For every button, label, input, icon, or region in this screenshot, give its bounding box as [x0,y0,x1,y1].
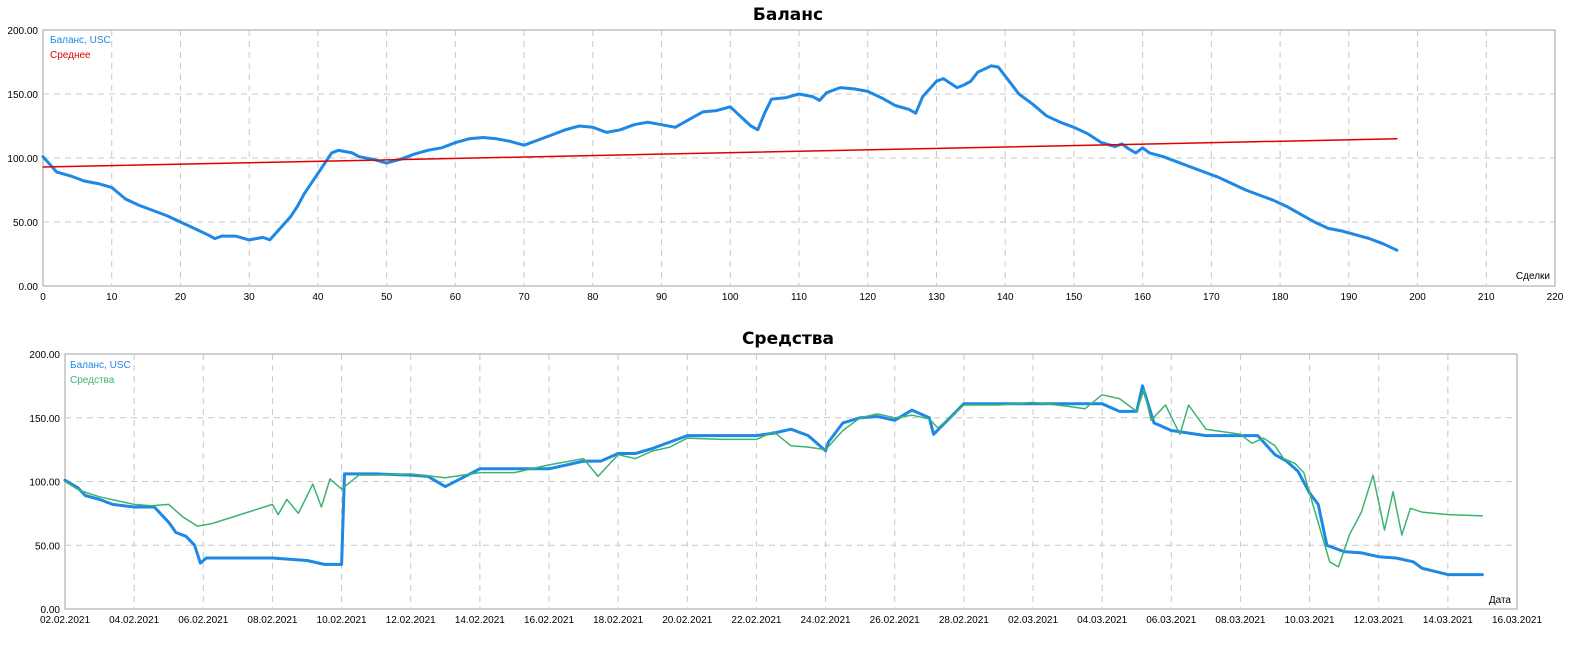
x-tick-label: 06.03.2021 [1146,615,1196,626]
x-tick-label: 90 [656,292,668,303]
x-tick-label: 16.02.2021 [524,615,574,626]
legend-balance-usc: Баланс, USC [50,35,111,46]
x-tick-label: 02.03.2021 [1008,615,1058,626]
x-tick-label: 02.02.2021 [40,615,90,626]
x-tick-label: 20.02.2021 [662,615,712,626]
equity-grid [65,354,1517,609]
balance-series [41,64,1399,252]
x-tick-label: 160 [1134,292,1151,303]
y-tick-label: 0.00 [19,282,39,293]
y-tick-label: 0.00 [41,605,61,616]
x-tick-label: 40 [312,292,324,303]
series-line-0 [63,384,1484,577]
x-tick-label: 24.02.2021 [801,615,851,626]
x-tick-label: 08.03.2021 [1215,615,1265,626]
x-tick-label: 50 [381,292,393,303]
x-tick-label: 28.02.2021 [939,615,989,626]
x-tick-label: 18.02.2021 [593,615,643,626]
x-tick-label: 130 [928,292,945,303]
x-tick-label: 04.03.2021 [1077,615,1127,626]
equity-series [63,384,1484,577]
balance-chart: Баланс 0 10 20 30 40 50 60 70 80 90 100 110 120 130 14… [7,5,1563,303]
balance-x-axis-label: Сделки [1516,271,1550,282]
x-tick-label: 04.02.2021 [109,615,159,626]
x-tick-label: 10 [106,292,118,303]
x-tick-label: 0 [40,292,46,303]
balance-x-ticks: 0 10 20 30 40 50 60 70 80 90 100 110 120 130 140 150 160… [40,292,1564,303]
x-tick-label: 180 [1272,292,1289,303]
x-tick-label: 60 [450,292,462,303]
x-tick-label: 20 [175,292,187,303]
balance-chart-title: Баланс [753,5,823,25]
x-tick-label: 200 [1409,292,1426,303]
x-tick-label: 110 [791,292,807,303]
equity-chart: Средства 02.02.2021 04.02.2021 06.02.2021 0… [29,329,1542,626]
x-tick-label: 220 [1547,292,1564,303]
x-tick-label: 26.02.2021 [870,615,920,626]
y-tick-label: 200.00 [7,26,38,37]
balance-grid [43,30,1555,286]
equity-x-ticks: 02.02.2021 04.02.2021 06.02.2021 08.02.2021… [40,615,1542,626]
series-line-0 [41,64,1399,252]
x-tick-label: 14.02.2021 [455,615,505,626]
x-tick-label: 06.02.2021 [178,615,228,626]
equity-chart-title: Средства [742,329,834,349]
x-tick-label: 12.02.2021 [386,615,436,626]
x-tick-label: 30 [244,292,256,303]
x-tick-label: 170 [1203,292,1220,303]
x-tick-label: 22.02.2021 [731,615,781,626]
x-tick-label: 08.02.2021 [247,615,297,626]
y-tick-label: 150.00 [29,414,60,425]
x-tick-label: 14.03.2021 [1423,615,1473,626]
y-tick-label: 50.00 [35,541,60,552]
x-tick-label: 120 [859,292,876,303]
x-tick-label: 190 [1340,292,1357,303]
x-tick-label: 100 [722,292,739,303]
x-tick-label: 10.03.2021 [1285,615,1335,626]
x-tick-label: 80 [587,292,599,303]
series-line-1 [64,388,1484,568]
x-tick-label: 210 [1478,292,1495,303]
x-tick-label: 150 [1066,292,1083,303]
y-tick-label: 100.00 [7,154,38,165]
y-tick-label: 50.00 [13,218,38,229]
x-tick-label: 140 [997,292,1014,303]
legend-balance-usc-2: Баланс, USC [70,360,131,371]
legend-equity: Средства [70,375,115,386]
equity-x-axis-label: Дата [1489,595,1512,606]
balance-y-ticks: 0.00 50.00 100.00 150.00 200.00 [7,26,38,293]
equity-y-ticks: 0.00 50.00 100.00 150.00 200.00 [29,350,60,616]
x-tick-label: 12.03.2021 [1354,615,1404,626]
y-tick-label: 100.00 [29,478,60,489]
y-tick-label: 150.00 [7,90,38,101]
series-line-1 [42,138,1398,168]
x-tick-label: 70 [519,292,531,303]
x-tick-label: 16.03.2021 [1492,615,1542,626]
legend-average: Среднее [50,50,91,61]
y-tick-label: 200.00 [29,350,60,361]
x-tick-label: 10.02.2021 [317,615,367,626]
